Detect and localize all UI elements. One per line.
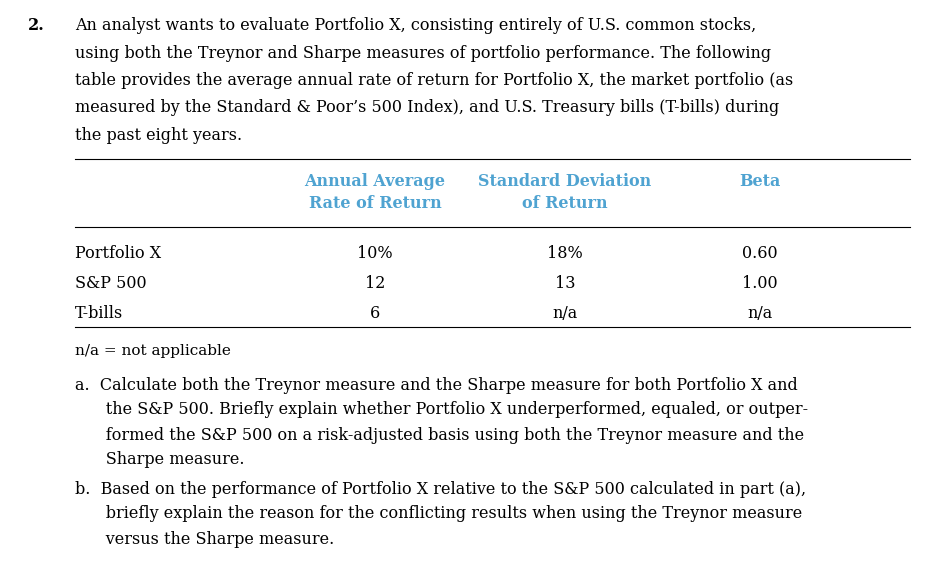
Text: 1.00: 1.00 — [742, 274, 778, 291]
Text: 6: 6 — [370, 304, 381, 321]
Text: versus the Sharpe measure.: versus the Sharpe measure. — [75, 531, 334, 548]
Text: using both the Treynor and Sharpe measures of portfolio performance. The followi: using both the Treynor and Sharpe measur… — [75, 44, 771, 61]
Text: measured by the Standard & Poor’s 500 Index), and U.S. Treasury bills (T-bills) : measured by the Standard & Poor’s 500 In… — [75, 99, 779, 116]
Text: 18%: 18% — [547, 244, 583, 261]
Text: formed the S&P 500 on a risk-adjusted basis using both the Treynor measure and t: formed the S&P 500 on a risk-adjusted ba… — [75, 427, 804, 444]
Text: 13: 13 — [554, 274, 575, 291]
Text: Rate of Return: Rate of Return — [309, 194, 441, 211]
Text: Standard Deviation: Standard Deviation — [479, 173, 652, 190]
Text: n/a: n/a — [553, 304, 578, 321]
Text: a.  Calculate both the Treynor measure and the Sharpe measure for both Portfolio: a. Calculate both the Treynor measure an… — [75, 377, 798, 394]
Text: 2.: 2. — [28, 17, 45, 34]
Text: 12: 12 — [365, 274, 385, 291]
Text: table provides the average annual rate of return for Portfolio X, the market por: table provides the average annual rate o… — [75, 72, 793, 89]
Text: 10%: 10% — [357, 244, 393, 261]
Text: S&P 500: S&P 500 — [75, 274, 147, 291]
Text: b.  Based on the performance of Portfolio X relative to the S&P 500 calculated i: b. Based on the performance of Portfolio… — [75, 481, 806, 498]
Text: An analyst wants to evaluate Portfolio X, consisting entirely of U.S. common sto: An analyst wants to evaluate Portfolio X… — [75, 17, 756, 34]
Text: Sharpe measure.: Sharpe measure. — [75, 452, 244, 469]
Text: the past eight years.: the past eight years. — [75, 127, 242, 144]
Text: of Return: of Return — [522, 194, 608, 211]
Text: Annual Average: Annual Average — [305, 173, 445, 190]
Text: n/a: n/a — [747, 304, 772, 321]
Text: 0.60: 0.60 — [742, 244, 778, 261]
Text: T-bills: T-bills — [75, 304, 123, 321]
Text: Beta: Beta — [740, 173, 781, 190]
Text: briefly explain the reason for the conflicting results when using the Treynor me: briefly explain the reason for the confl… — [75, 506, 802, 523]
Text: the S&P 500. Briefly explain whether Portfolio X underperformed, equaled, or out: the S&P 500. Briefly explain whether Por… — [75, 402, 808, 419]
Text: n/a = not applicable: n/a = not applicable — [75, 345, 231, 358]
Text: Portfolio X: Portfolio X — [75, 244, 161, 261]
